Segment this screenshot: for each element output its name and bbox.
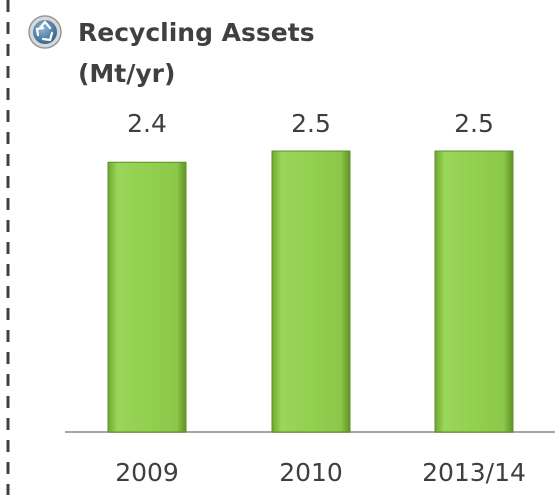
bar — [434, 150, 514, 433]
chart-title: Recycling Assets — [78, 18, 315, 47]
bar — [107, 161, 187, 433]
recycle-icon — [28, 15, 62, 49]
x-tick-label: 2009 — [115, 458, 179, 487]
x-tick-label: 2013/14 — [422, 458, 526, 487]
value-label: 2.5 — [454, 109, 494, 138]
value-label: 2.5 — [291, 109, 331, 138]
value-label: 2.4 — [127, 109, 167, 138]
x-tick-label: 2010 — [279, 458, 343, 487]
chart-subtitle: (Mt/yr) — [78, 59, 175, 88]
bar — [271, 150, 351, 433]
